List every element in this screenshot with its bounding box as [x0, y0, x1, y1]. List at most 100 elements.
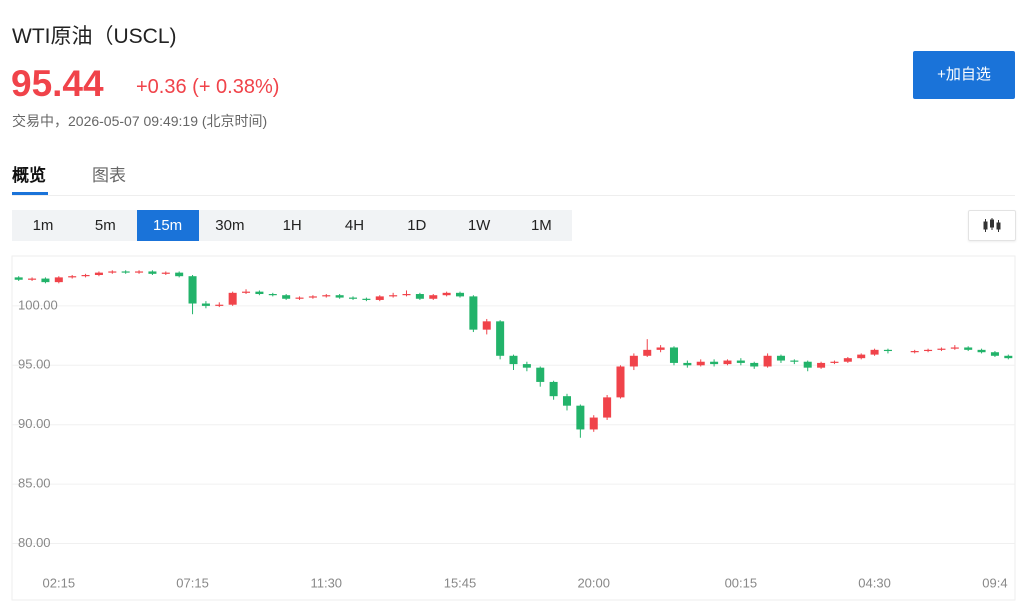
interval-button[interactable]: 1W	[467, 217, 491, 234]
candle-body	[429, 295, 438, 299]
candle-body	[589, 417, 598, 430]
x-tick-label: 00:15	[725, 575, 758, 590]
candle-body	[148, 271, 157, 274]
candle-body	[683, 362, 692, 366]
interval-button[interactable]: 1H	[282, 217, 302, 234]
interval-button[interactable]: 1D	[407, 217, 427, 234]
candle-body	[442, 292, 451, 296]
candle-body	[322, 295, 331, 297]
candle-body	[215, 304, 224, 306]
candle-body	[629, 355, 638, 367]
candle-body	[54, 277, 63, 283]
tab-underline	[12, 192, 48, 195]
candle-body	[723, 360, 732, 365]
candle-body	[536, 367, 545, 382]
candle-body	[776, 355, 785, 361]
candle-body	[643, 349, 652, 356]
candle-body	[469, 296, 478, 330]
chart-frame	[11, 255, 1016, 601]
tab[interactable]: 图表	[92, 166, 126, 185]
price: 95.44	[11, 63, 104, 104]
candle-body	[710, 361, 719, 365]
candle-body	[68, 276, 77, 278]
candle-body	[750, 362, 759, 367]
candle-body	[308, 296, 317, 298]
interval-button[interactable]: 30m	[215, 217, 245, 234]
title: WTI原油（USCL)	[12, 25, 177, 48]
candle-body	[175, 272, 184, 277]
candle-body	[736, 360, 745, 363]
candle-body	[883, 349, 892, 352]
y-tick-label: 100.00	[18, 297, 58, 312]
status: 交易中，2026-05-07 09:49:19 (北京时间)	[12, 113, 268, 129]
candle-body	[803, 361, 812, 368]
candle-body	[242, 291, 251, 293]
y-tick-label: 95.00	[18, 357, 51, 372]
candle-body	[522, 364, 531, 368]
candle-body	[349, 297, 358, 299]
candle-icon	[983, 218, 1001, 232]
candle-body	[603, 397, 612, 418]
candle-body	[509, 355, 518, 365]
x-tick-label: 11:30	[310, 575, 342, 590]
candle-body	[696, 361, 705, 366]
add-watchlist-button[interactable]: +加自选	[913, 51, 1015, 99]
candle-body	[562, 396, 572, 406]
y-tick-label: 80.00	[18, 535, 51, 550]
candle-body	[937, 348, 946, 350]
tab[interactable]: 概览	[12, 166, 46, 185]
candle-body	[135, 271, 144, 273]
candle-body	[295, 297, 304, 299]
candle-body	[81, 275, 90, 277]
x-tick-label: 09:4	[982, 575, 1007, 590]
candle-body	[188, 276, 197, 304]
candle-body	[389, 295, 398, 297]
candle-body	[549, 381, 558, 397]
candle-body	[950, 347, 959, 349]
y-tick-label: 90.00	[18, 416, 51, 431]
candle-body	[335, 295, 344, 298]
candle-body	[496, 321, 505, 356]
candle-body	[910, 351, 919, 353]
interval-button[interactable]: 1m	[32, 217, 54, 234]
x-tick-label: 20:00	[577, 575, 610, 590]
candle-body	[616, 366, 625, 398]
x-tick-label: 07:15	[176, 575, 209, 590]
candle-body	[455, 292, 465, 297]
interval-button[interactable]: 5m	[94, 217, 116, 234]
candle-body	[41, 278, 50, 283]
candle-body	[415, 294, 424, 299]
candle-body	[402, 294, 411, 296]
candle-body	[964, 347, 973, 350]
candle-body	[857, 354, 866, 359]
candle-body	[362, 298, 371, 300]
candle-body	[790, 360, 799, 362]
candle-body	[870, 349, 879, 355]
candle-body	[830, 361, 839, 363]
divider	[12, 195, 1015, 196]
interval-button[interactable]: 1M	[530, 217, 552, 234]
candle-body	[108, 271, 117, 273]
candle-body	[14, 277, 23, 280]
candle-body	[268, 294, 277, 296]
candle-body	[576, 405, 585, 430]
chart-type-button[interactable]	[968, 210, 1016, 241]
interval-bar: 1m 5m 15m 30m 1H 4H 1D 1W 1M	[12, 210, 572, 241]
change: +0.36 (+ 0.38%)	[136, 76, 280, 98]
candle-body	[28, 278, 37, 280]
candle-body	[161, 272, 170, 274]
candle-body	[121, 271, 130, 273]
y-tick-label: 85.00	[18, 476, 51, 491]
candle-body	[1004, 355, 1013, 359]
candle-body	[763, 355, 772, 367]
x-tick-label: 04:30	[858, 575, 891, 590]
candle-body	[656, 347, 665, 350]
interval-button[interactable]: 4H	[344, 217, 365, 234]
candle-body	[669, 347, 678, 363]
candle-body	[817, 362, 826, 368]
candle-body	[375, 296, 384, 300]
candle-body	[990, 352, 999, 356]
interval-button[interactable]: 15m	[136, 210, 199, 241]
